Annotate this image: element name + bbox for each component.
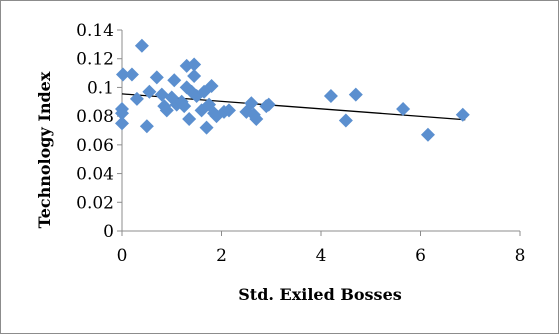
axes: [117, 29, 521, 236]
x-axis-title: Std. Exiled Bosses: [238, 285, 402, 304]
data-point: [249, 112, 264, 127]
data-point: [338, 113, 353, 128]
data-point: [179, 58, 194, 73]
y-tick-label: 0.08: [76, 107, 114, 127]
data-point: [129, 91, 144, 106]
data-point: [134, 38, 149, 53]
data-point: [115, 116, 129, 131]
data-point: [187, 57, 202, 72]
y-tick-label: 0.02: [76, 193, 114, 213]
y-tick-label: 0.04: [76, 165, 114, 185]
data-point: [115, 67, 130, 82]
data-point: [221, 103, 236, 118]
data-point: [396, 101, 411, 116]
x-tick-label: 6: [415, 246, 426, 266]
data-point: [167, 73, 182, 88]
data-point: [323, 89, 338, 104]
data-point: [420, 127, 435, 142]
data-point: [455, 107, 470, 122]
y-tick-label: 0.12: [76, 50, 114, 70]
y-tick-label: 0.14: [76, 21, 114, 41]
data-point: [154, 87, 169, 102]
y-tick-label: 0.1: [87, 78, 114, 98]
data-point: [261, 97, 276, 112]
tick-labels: 0 0.02 0.04 0.06 0.08 0.1 0.12 0.14 0 2 4 6 8: [76, 21, 525, 266]
y-tick-label: 0: [103, 222, 114, 242]
data-point: [124, 67, 139, 82]
x-tick-label: 0: [117, 246, 128, 266]
data-point: [159, 103, 174, 118]
data-point: [199, 120, 214, 135]
data-point: [187, 68, 202, 83]
data-point: [177, 99, 192, 114]
x-tick-label: 2: [216, 246, 227, 266]
data-points: [115, 38, 470, 142]
x-tick-label: 4: [316, 246, 327, 266]
data-point: [115, 101, 129, 116]
data-point: [149, 70, 164, 85]
data-point: [182, 112, 197, 127]
data-point: [142, 84, 157, 99]
y-tick-label: 0.06: [76, 136, 114, 156]
data-point: [204, 78, 219, 93]
data-point: [139, 119, 154, 134]
x-tick-label: 8: [515, 246, 526, 266]
data-point: [244, 96, 259, 111]
y-axis-title: Technology Index: [35, 71, 54, 228]
data-point: [348, 87, 363, 102]
